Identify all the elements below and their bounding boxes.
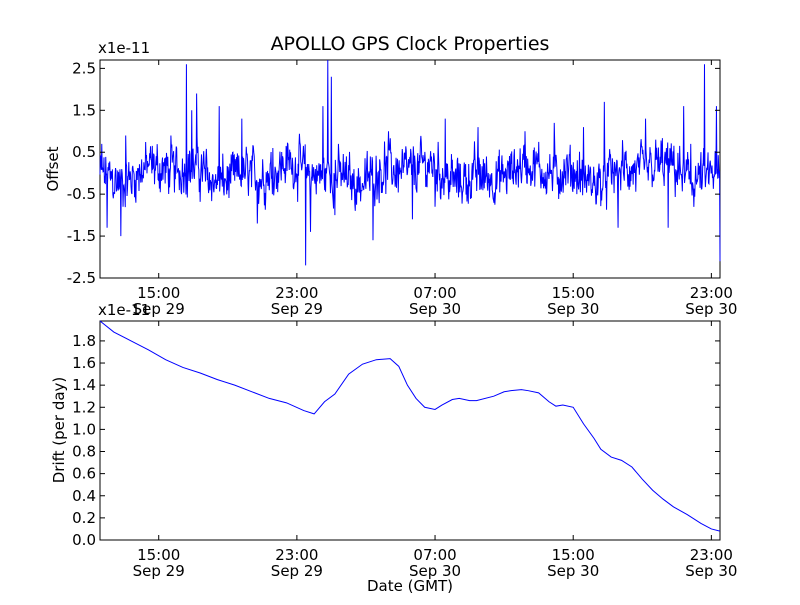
y-tick-label: 1.2 [72, 398, 96, 416]
x-tick-time-label: 15:00 [137, 546, 180, 564]
offset-y-axis-label: Offset [44, 146, 62, 191]
y-tick-label: -2.5 [67, 269, 96, 287]
x-tick-time-label: 23:00 [690, 546, 733, 564]
drift-plot-frame [99, 320, 721, 541]
offset-scale-label: x1e-11 [98, 39, 150, 57]
x-axis-label: Date (GMT) [367, 577, 453, 595]
x-tick-time-label: 23:00 [275, 546, 318, 564]
x-tick-date-label: Sep 30 [409, 562, 461, 580]
x-tick-date-label: Sep 29 [133, 562, 185, 580]
x-tick-date-label: Sep 29 [271, 562, 323, 580]
x-tick-date-label: Sep 30 [547, 300, 599, 318]
drift-scale-label: x1e-11 [98, 301, 150, 319]
drift-series-line [99, 320, 721, 532]
drift-y-axis-label: Drift (per day) [50, 377, 68, 484]
y-tick-label: 1.5 [72, 101, 96, 119]
x-tick-date-label: Sep 30 [547, 562, 599, 580]
chart-title: APOLLO GPS Clock Properties [271, 33, 550, 55]
x-tick-date-label: Sep 29 [271, 300, 323, 318]
offset-y-ticks: 2.5 1.5 0.5 -0.5 -1.5 -2.5 [67, 59, 720, 287]
x-tick-date-label: Sep 30 [685, 300, 737, 318]
y-tick-label: -0.5 [67, 185, 96, 203]
x-tick-time-label: 15:00 [552, 546, 595, 564]
x-tick-time-label: 23:00 [275, 284, 318, 302]
x-tick-time-label: 15:00 [552, 284, 595, 302]
y-tick-label: 1.8 [72, 332, 96, 350]
y-tick-label: 0.6 [72, 465, 96, 483]
offset-series-line [99, 59, 721, 266]
x-tick-date-label: Sep 30 [409, 300, 461, 318]
x-tick-time-label: 23:00 [690, 284, 733, 302]
x-tick-time-label: 07:00 [413, 284, 456, 302]
y-tick-label: 0.2 [72, 509, 96, 527]
x-tick-date-label: Sep 30 [685, 562, 737, 580]
drift-y-ticks: 1.8 1.6 1.4 1.2 1.0 0.8 0.6 0.4 0.2 0.0 [72, 332, 720, 549]
y-tick-label: 0.8 [72, 443, 96, 461]
x-tick-time-label: 07:00 [413, 546, 456, 564]
y-tick-label: 2.5 [72, 59, 96, 77]
y-tick-label: 1.4 [72, 376, 96, 394]
x-tick-time-label: 15:00 [137, 284, 180, 302]
y-tick-label: 0.4 [72, 487, 96, 505]
y-tick-label: 1.0 [72, 420, 96, 438]
y-tick-label: -1.5 [67, 227, 96, 245]
y-tick-label: 0.5 [72, 143, 96, 161]
y-tick-label: 0.0 [72, 531, 96, 549]
drift-panel: 1.81.61.41.21.00.80.60.40.20.0 15:00Sep … [50, 301, 737, 595]
x-tick-date-label: Sep 29 [133, 300, 185, 318]
y-tick-label: 1.6 [72, 354, 96, 372]
